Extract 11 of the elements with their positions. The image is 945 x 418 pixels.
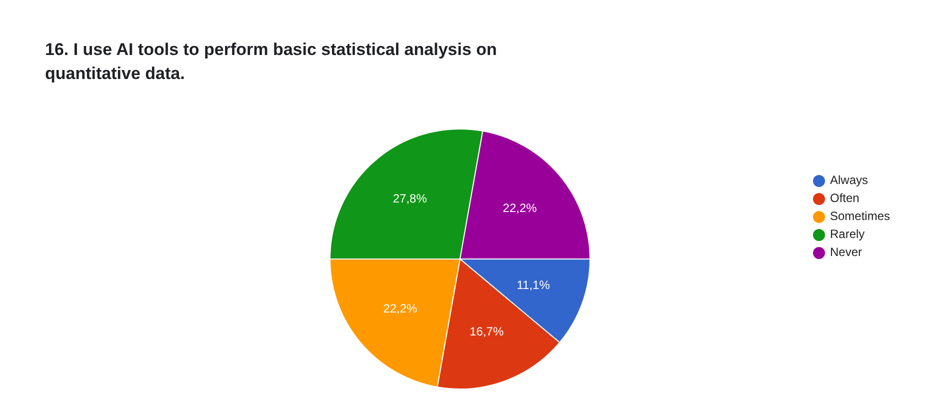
- legend-label: Never: [830, 245, 862, 260]
- data-label: 11,1%: [516, 278, 550, 292]
- data-label: 27,8%: [392, 191, 428, 206]
- legend-label: Rarely: [830, 227, 865, 242]
- data-label: 22,2%: [383, 301, 418, 316]
- legend-label: Always: [830, 173, 868, 188]
- legend-label: Sometimes: [830, 209, 890, 224]
- data-label: 22,2%: [502, 201, 538, 216]
- chart-title: 16. I use AI tools to perform basic statistical analysis on quantitative data.: [45, 40, 497, 83]
- legend-label: Often: [830, 191, 860, 206]
- data-label: 16,7%: [470, 324, 504, 338]
